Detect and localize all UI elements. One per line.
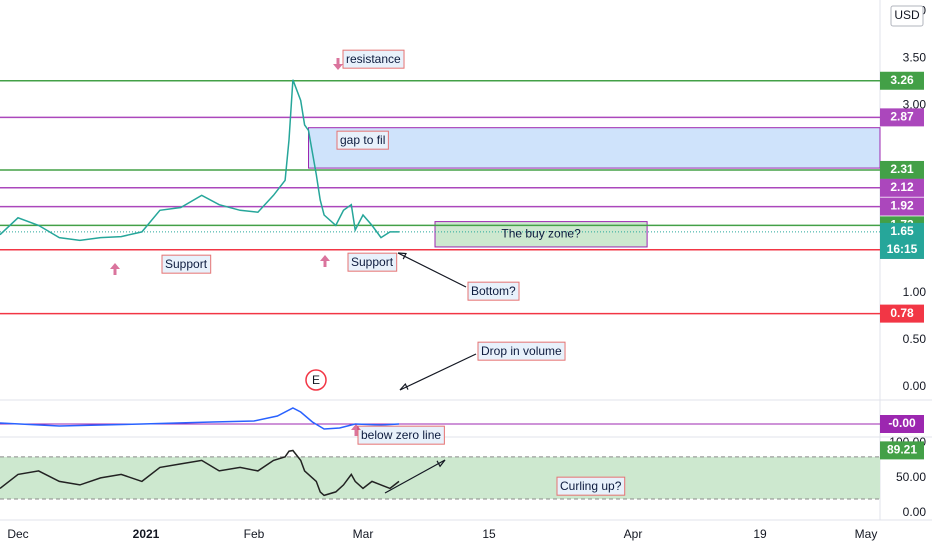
rsi-tick-label: 50.00 (896, 470, 926, 484)
level-badge (880, 160, 924, 179)
annotation-text: below zero line (361, 428, 441, 442)
level-label: 2.31 (890, 162, 914, 176)
level-badge (880, 108, 924, 127)
annotation: Support (347, 252, 398, 272)
y-tick-label: 1.00 (903, 285, 927, 299)
x-tick-label: 2021 (133, 527, 160, 541)
annotation-box (347, 252, 398, 272)
rsi-line (0, 449, 400, 497)
annotation-text: Bottom? (471, 284, 516, 298)
x-tick-label: Mar (353, 527, 374, 541)
annotation: below zero line (357, 425, 445, 445)
y-tick-label: 3.00 (903, 97, 927, 111)
arrow (397, 252, 467, 288)
macd-badge (880, 415, 924, 433)
annotation-text: gap to fil (340, 133, 385, 147)
annotation-box (467, 281, 520, 301)
annotation-text: Support (165, 257, 208, 271)
level-label: 0.78 (890, 306, 914, 320)
arrow (399, 353, 477, 391)
annotation-box (336, 130, 389, 150)
earnings-marker (305, 369, 327, 391)
x-tick-label: Dec (7, 527, 28, 541)
annotation: Curling up? (556, 476, 626, 496)
rsi-badge (880, 441, 924, 460)
annotation-text: Drop in volume (481, 344, 562, 358)
level-badge (880, 178, 924, 197)
rsi-tick-label: 0.00 (903, 505, 927, 519)
annotation: Bottom? (467, 281, 520, 301)
arrow (384, 459, 446, 494)
marker-arrow (110, 263, 120, 275)
level-label: 2.87 (890, 110, 914, 124)
arrow-head (397, 252, 407, 260)
x-tick-label: Apr (624, 527, 643, 541)
level-label: 2.12 (890, 180, 914, 194)
annotation-box (161, 254, 212, 274)
zone (308, 127, 881, 169)
x-tick-label: Feb (244, 527, 265, 541)
annotation: Drop in volume (477, 341, 566, 361)
y-tick-label: 3.50 (903, 50, 927, 64)
last-price-label: 1.65 (890, 224, 914, 238)
earnings-label: E (312, 373, 320, 387)
currency-box (890, 5, 924, 27)
level-badge (880, 197, 924, 216)
x-tick-label: 15 (482, 527, 496, 541)
x-tick-label: May (855, 527, 878, 541)
x-tick-label: 19 (753, 527, 767, 541)
annotation-text: Curling up? (560, 479, 622, 493)
level-badge (880, 71, 924, 90)
annotation-box (342, 49, 405, 69)
annotation-text: Support (351, 255, 394, 269)
zone-label: gap to fil (336, 130, 389, 150)
zone-label: The buy zone? (501, 226, 581, 240)
annotation-box (556, 476, 626, 496)
rsi-badge-label: 89.21 (887, 443, 917, 457)
last-price-badge (880, 222, 924, 259)
annotation-text: resistance (346, 52, 401, 66)
annotation-box (477, 341, 566, 361)
y-tick-label: 0.00 (903, 379, 927, 393)
y-tick-label: 0.50 (903, 332, 927, 346)
arrow-head (399, 382, 409, 391)
macd-label: -0.00 (888, 416, 916, 430)
level-label: 3.26 (890, 73, 914, 87)
level-label: 1.92 (890, 199, 914, 213)
macd-line (0, 407, 400, 430)
currency: USD (894, 8, 920, 22)
price-line (0, 79, 399, 242)
annotation-box (357, 425, 445, 445)
countdown: 16:15 (887, 242, 918, 256)
marker-arrow (333, 58, 343, 70)
marker-arrow (351, 424, 361, 436)
annotation: resistance (342, 49, 405, 69)
arrow-head (436, 459, 446, 468)
annotation: Support (161, 254, 212, 274)
level-badge (880, 304, 924, 323)
marker-arrow (320, 255, 330, 267)
